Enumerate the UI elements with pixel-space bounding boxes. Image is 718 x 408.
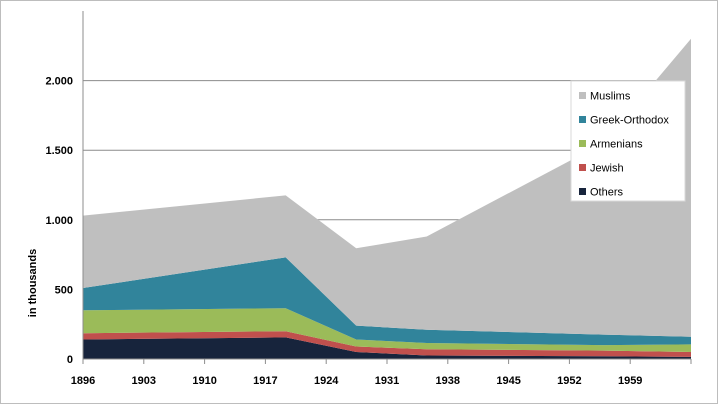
legend-label: Greek-Orthodox xyxy=(590,115,669,127)
y-tick-label: 1.000 xyxy=(45,215,73,227)
legend-box xyxy=(570,80,686,202)
legend-label: Armenians xyxy=(590,139,643,151)
x-tick-label: 1910 xyxy=(192,375,216,387)
x-tick-label: 1924 xyxy=(314,375,339,387)
legend-label: Jewish xyxy=(590,163,624,175)
x-tick-label: 1945 xyxy=(496,375,520,387)
x-tick-label: 1917 xyxy=(253,375,277,387)
x-tick-label: 1931 xyxy=(375,375,399,387)
y-axis-title: in thousands xyxy=(27,249,39,317)
y-tick-label: 1.500 xyxy=(45,145,73,157)
x-tick-label: 1952 xyxy=(557,375,581,387)
legend-swatch xyxy=(579,140,586,147)
x-tick-label: 1896 xyxy=(71,375,95,387)
legend-swatch xyxy=(579,116,586,123)
x-tick-label: 1938 xyxy=(436,375,460,387)
area-series-greek-orthodox xyxy=(83,257,691,346)
x-tick-label: 1903 xyxy=(132,375,156,387)
legend-swatch xyxy=(579,164,586,171)
area-series-armenians xyxy=(83,308,691,352)
area-series-jewish xyxy=(83,331,691,357)
legend-label: Muslims xyxy=(590,91,631,103)
area-series-others xyxy=(83,337,691,359)
x-tick-label: 1959 xyxy=(618,375,642,387)
y-tick-label: 2.000 xyxy=(45,76,73,88)
area-series-muslims xyxy=(83,38,691,337)
legend-label: Others xyxy=(590,187,624,199)
legend-swatch xyxy=(579,92,586,99)
y-tick-label: 500 xyxy=(55,284,73,296)
y-tick-label: 0 xyxy=(67,354,73,366)
legend-swatch xyxy=(579,188,586,195)
